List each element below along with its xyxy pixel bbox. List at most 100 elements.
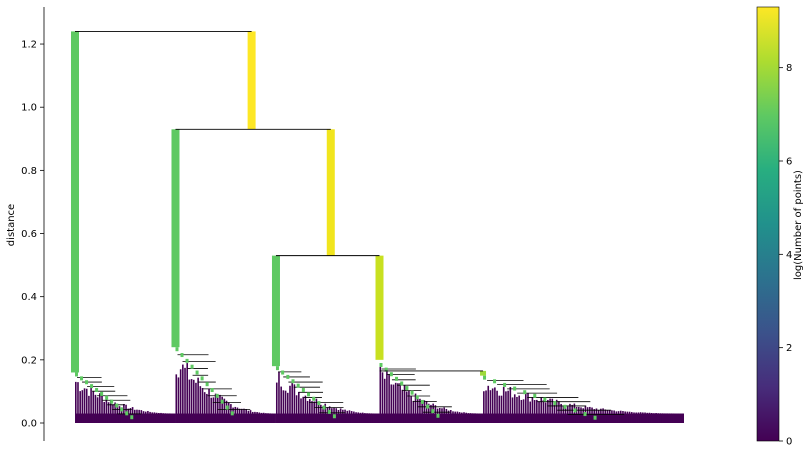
leaf-spike (485, 390, 487, 423)
leaf-spike (313, 401, 316, 423)
leaf-spike (615, 411, 618, 423)
leaf-spike (494, 387, 496, 423)
leaf-spike (664, 413, 666, 423)
leaf-green-step (436, 413, 440, 418)
leaf-spike (184, 367, 186, 423)
leaf-spike (142, 411, 145, 423)
leaf-spike (289, 385, 291, 423)
leaf-spike (505, 391, 507, 423)
leaf-spike (147, 410, 149, 423)
leaf-spike (469, 413, 472, 423)
y-tick-label: 0.0 (21, 419, 37, 430)
leaf-spike (107, 402, 110, 423)
leaf-spike (524, 393, 527, 423)
leaf-spike (529, 401, 532, 423)
leaf-green-step (85, 380, 89, 385)
leaf-spike (262, 412, 265, 423)
leaf-green-step (195, 370, 199, 375)
leaf-spike (522, 399, 525, 423)
colorbar-gradient (756, 6, 780, 442)
leaf-spike (571, 404, 573, 423)
leaf-spike (94, 394, 97, 423)
leaf-green-step (291, 379, 295, 384)
leaf-spike (675, 413, 677, 423)
leaf-spike (346, 410, 349, 423)
leaf-green-step (503, 382, 507, 387)
leaf-spike (555, 399, 558, 423)
leaf-spike (520, 399, 523, 423)
leaf-spike (278, 371, 280, 423)
leaf-spike (203, 392, 206, 423)
leaf-spike (158, 412, 160, 423)
leaf-spike (210, 397, 213, 423)
leaf-spike (648, 412, 651, 423)
leaf-spike (370, 413, 373, 423)
leaf-spike (458, 412, 461, 423)
leaf-spike (480, 413, 483, 423)
leaf-spike (600, 408, 602, 423)
leaf-spike (326, 407, 329, 423)
leaf-spike (410, 396, 412, 423)
leaf-spike (489, 390, 492, 423)
y-tick-label: 0.6 (21, 229, 37, 240)
leaf-green-step (379, 362, 383, 367)
leaf-spike (613, 410, 615, 423)
leaf-spike (335, 408, 338, 423)
leaf-green-step (307, 392, 311, 397)
leaf-spike (234, 406, 237, 423)
leaf-green-step (426, 404, 430, 409)
leaf-spike (293, 384, 296, 423)
colorbar-tick-label: 8 (786, 63, 792, 74)
leaf-green-step (281, 370, 285, 375)
leaf-spike (650, 412, 653, 423)
leaf-green-step (420, 399, 424, 404)
leaf-spike (275, 382, 278, 423)
leaf-spike (120, 407, 123, 423)
leaf-spike (659, 413, 662, 423)
leaf-green-step (100, 391, 104, 396)
leaf-spike (536, 399, 538, 423)
leaf-spike (562, 406, 565, 423)
leaf-spike (575, 406, 578, 423)
leaf-spike (447, 410, 450, 423)
leaf-spike (280, 386, 282, 423)
leaf-spike (103, 401, 105, 423)
leaf-spike (140, 410, 143, 423)
leaf-spike (304, 395, 307, 423)
leaf-green-step (553, 401, 557, 406)
leaf-spike (77, 382, 79, 423)
leaf-spike (153, 412, 156, 423)
leaf-spike (212, 397, 215, 423)
leaf-spike (465, 412, 468, 423)
leaf-spike (201, 388, 204, 423)
leaf-spike (206, 393, 208, 423)
leaf-green-step (410, 390, 414, 395)
leaf-green-step (533, 393, 537, 398)
leaf-spike (408, 390, 410, 423)
leaf-spike (208, 388, 210, 423)
leaf-green-step (312, 396, 316, 401)
leaf-spike (487, 385, 490, 423)
leaf-spike (364, 413, 366, 423)
leaf-spike (661, 413, 664, 423)
leaf-spike (245, 409, 247, 423)
leaf-spike (653, 413, 655, 423)
leaf-spike (136, 409, 138, 423)
leaf-spike (392, 384, 395, 423)
leaf-green-step (175, 347, 179, 352)
leaf-green-step (405, 386, 409, 391)
leaf-spike (339, 408, 342, 423)
leaf-spike (452, 411, 454, 423)
leaf-spike (254, 411, 256, 423)
leaf-green-step (220, 399, 224, 404)
colorbar-tick-label: 0 (786, 437, 792, 448)
leaf-spike (544, 402, 547, 423)
leaf-spike (602, 408, 604, 423)
leaf-spike (273, 413, 276, 423)
leaf-spike (295, 395, 298, 423)
leaf-spike (199, 386, 202, 423)
leaf-spike (92, 391, 95, 423)
leaf-spike (155, 412, 158, 423)
leaf-spike (236, 407, 239, 423)
